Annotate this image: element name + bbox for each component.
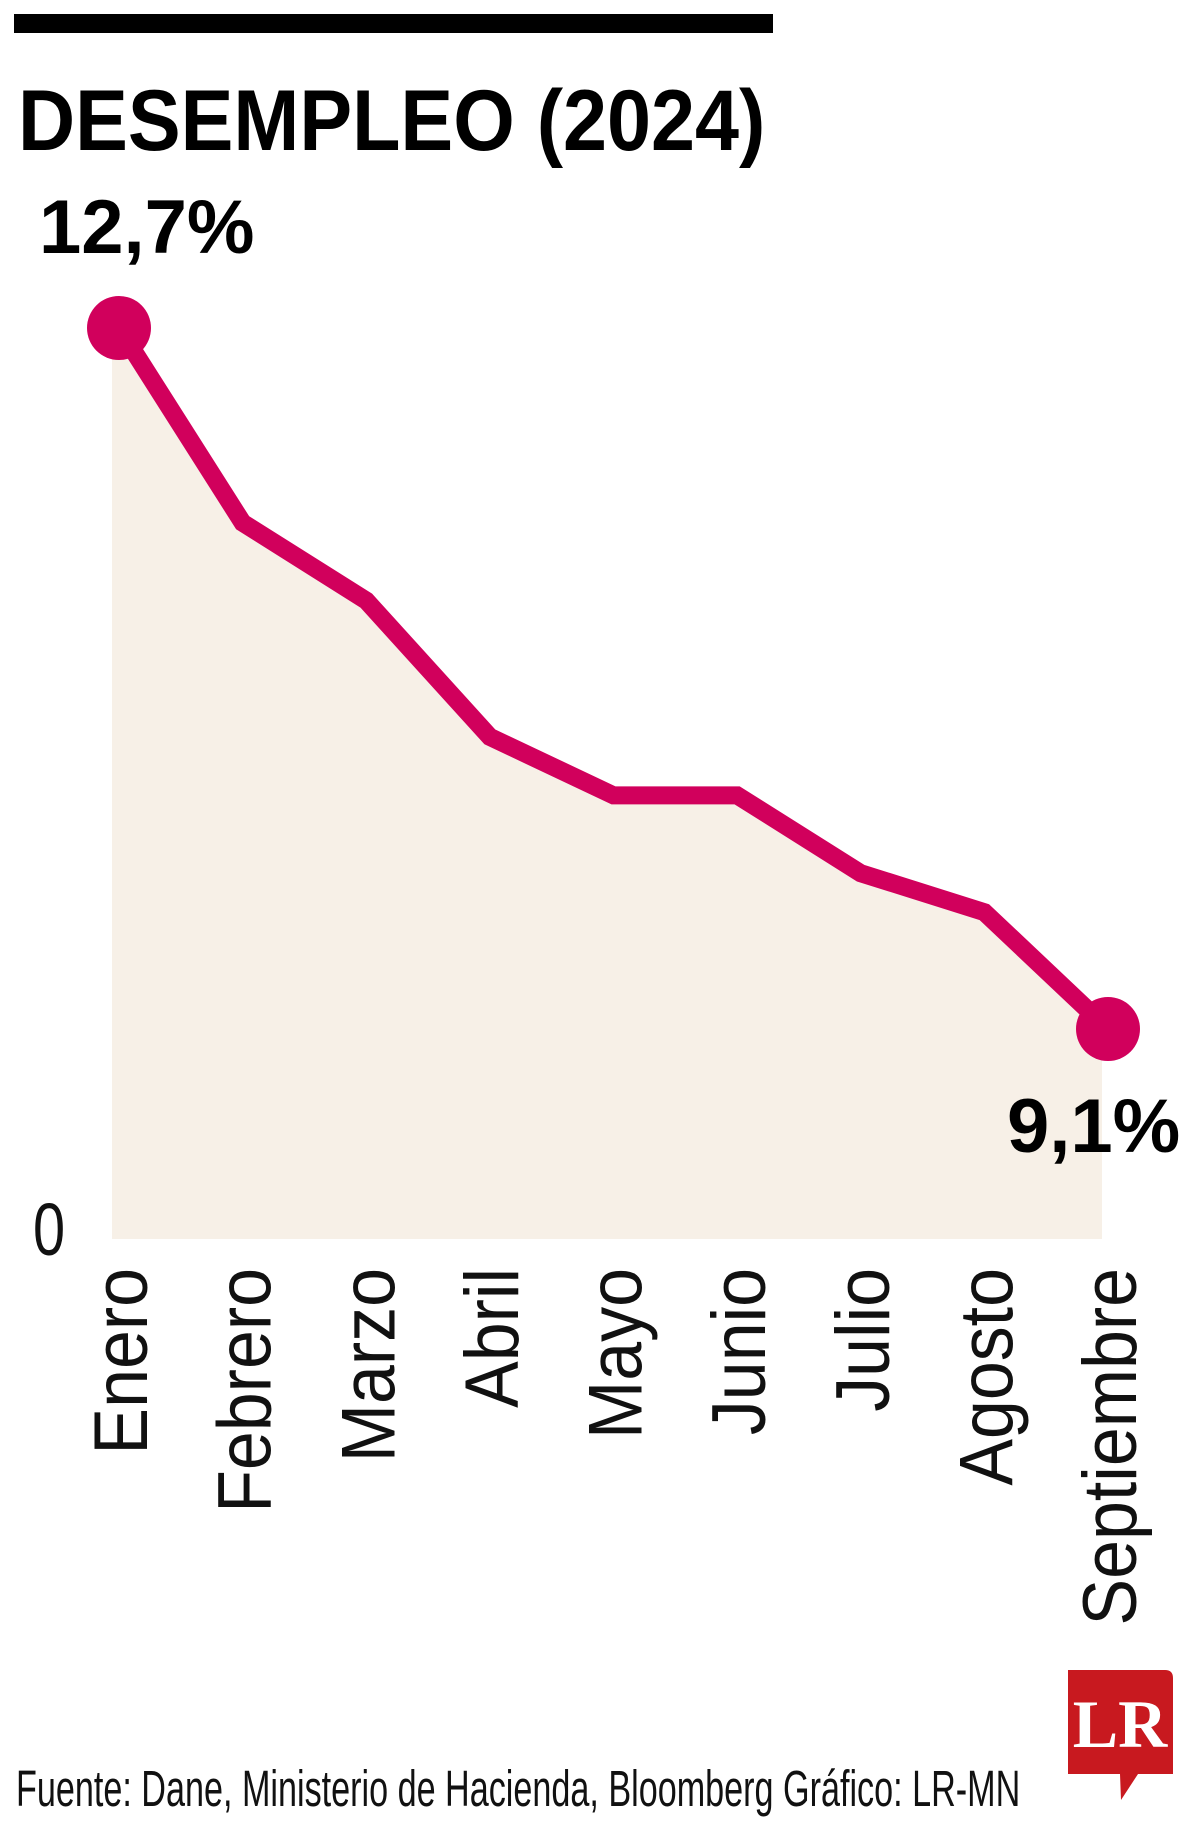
x-axis-label-mayo: Mayo	[574, 1268, 658, 1439]
first-point-marker	[87, 296, 151, 360]
first-value-label: 12,7%	[39, 185, 255, 270]
x-axis-label-junio: Junio	[697, 1268, 781, 1435]
x-axis-label-agosto: Agosto	[945, 1268, 1029, 1486]
x-axis-label-abril: Abril	[450, 1268, 534, 1408]
x-axis-labels: Enero Febrero Marzo Abril Mayo Junio Julio Agos…	[79, 1268, 1152, 1626]
chart-title: DESEMPLEO (2024)	[18, 72, 765, 169]
x-axis-label-septiembre: Septiembre	[1068, 1268, 1152, 1626]
x-axis-label-enero: Enero	[79, 1268, 163, 1455]
x-axis-label-febrero: Febrero	[203, 1268, 287, 1513]
x-axis-label-marzo: Marzo	[327, 1268, 411, 1462]
area-fill	[112, 328, 1102, 1239]
y-axis-zero-label: 0	[33, 1189, 65, 1272]
plot-area	[87, 296, 1140, 1239]
speech-bubble-icon	[1068, 1670, 1173, 1800]
last-point-marker	[1076, 997, 1140, 1061]
logo-text: LR	[1073, 1686, 1168, 1762]
last-value-label: 9,1%	[1007, 1084, 1180, 1169]
source-footer: Fuente: Dane, Ministerio de Hacienda, Bl…	[16, 1761, 1020, 1817]
unemployment-line	[111, 323, 1115, 1036]
lr-logo: LR	[1068, 1670, 1173, 1800]
top-rule	[14, 14, 773, 33]
x-axis-label-julio: Julio	[821, 1268, 905, 1412]
